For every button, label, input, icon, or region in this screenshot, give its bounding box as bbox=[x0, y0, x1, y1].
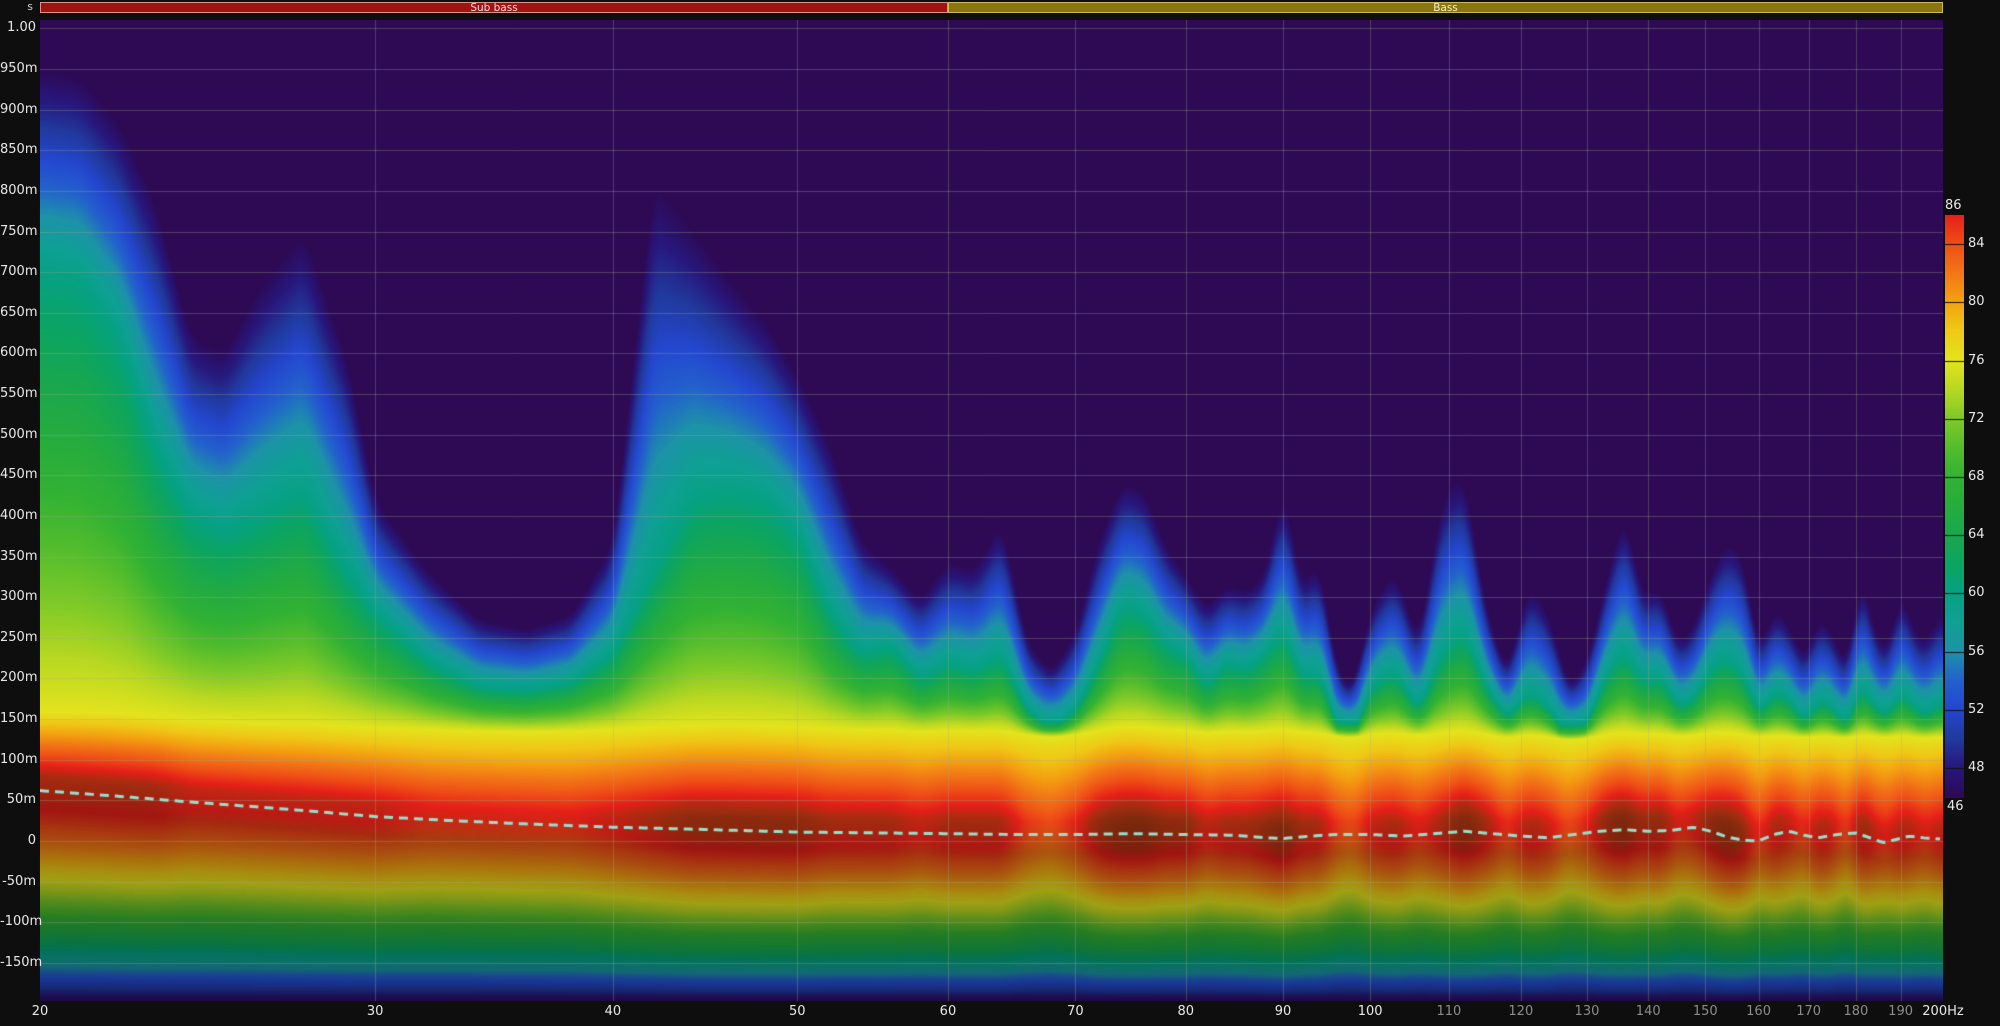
y-axis-tick-label: 200m bbox=[0, 670, 38, 686]
x-axis-tick-label: 180 bbox=[1843, 1004, 1869, 1019]
x-axis-tick-label: 110 bbox=[1436, 1004, 1462, 1019]
band-subbass-label: Sub bass bbox=[470, 1, 518, 14]
y-axis-tick-label: 100m bbox=[0, 751, 38, 767]
x-axis-tick-label: 120 bbox=[1508, 1004, 1534, 1019]
y-axis-tick-label: 800m bbox=[0, 182, 38, 198]
y-axis-tick-label: -150m bbox=[0, 954, 43, 970]
x-axis-tick-label: 100 bbox=[1357, 1004, 1383, 1019]
color-scale-tick-label: 48 bbox=[1968, 759, 1985, 775]
y-axis-tick-label: 950m bbox=[0, 61, 38, 77]
y-axis-tick-label: 50m bbox=[6, 792, 36, 808]
band-bass-label: Bass bbox=[1433, 1, 1458, 14]
x-axis-tick-label: 40 bbox=[604, 1004, 622, 1019]
y-axis-tick-label: 600m bbox=[0, 345, 38, 361]
x-axis-tick-label: 30 bbox=[366, 1004, 384, 1019]
x-axis-tick-label: 160 bbox=[1746, 1004, 1771, 1019]
y-axis-tick-label: 400m bbox=[0, 507, 38, 523]
color-scale-tick-label: 68 bbox=[1968, 468, 1985, 484]
x-axis-tick-label: 140 bbox=[1635, 1004, 1661, 1019]
color-scale-tick-label: 84 bbox=[1968, 236, 1985, 252]
y-axis-tick-label: 0 bbox=[27, 833, 36, 848]
color-scale-tick-label: 52 bbox=[1968, 701, 1985, 717]
x-axis-tick-label: 20 bbox=[31, 1004, 49, 1019]
y-axis-tick-label: -100m bbox=[0, 914, 43, 930]
color-scale-tick-label: 80 bbox=[1968, 294, 1985, 310]
color-scale-tick-label: 60 bbox=[1968, 585, 1985, 601]
y-axis-tick-label: 1.00 bbox=[7, 20, 36, 36]
y-axis-tick-label: 550m bbox=[0, 386, 38, 402]
color-scale-tick-label: 72 bbox=[1968, 410, 1985, 426]
y-axis-tick-label: 300m bbox=[0, 589, 38, 605]
x-axis-tick-label: 90 bbox=[1274, 1004, 1292, 1019]
x-axis-tick-label: 170 bbox=[1796, 1004, 1822, 1019]
y-axis-tick-label: 650m bbox=[0, 304, 38, 320]
x-axis-tick-label: 190 bbox=[1888, 1004, 1914, 1019]
x-axis-tick-label: 50 bbox=[788, 1004, 806, 1019]
y-axis-unit-label: s bbox=[27, 0, 33, 13]
color-scale-tick-label: 64 bbox=[1968, 527, 1985, 543]
color-scale-tick-label: 76 bbox=[1968, 352, 1985, 368]
y-axis-tick-label: -50m bbox=[2, 873, 36, 889]
y-axis-tick-label: 350m bbox=[0, 548, 38, 564]
spectrogram-plot[interactable] bbox=[40, 20, 1943, 1001]
color-scale-tick-label: 46 bbox=[1947, 799, 1964, 814]
y-axis-tick-label: 250m bbox=[0, 629, 38, 645]
x-axis-tick-label: 150 bbox=[1692, 1004, 1718, 1019]
color-scale-bar bbox=[1945, 215, 1964, 798]
x-axis-tick-label: 70 bbox=[1067, 1004, 1084, 1019]
color-scale-tick-label: 86 bbox=[1945, 198, 1962, 213]
frequency-band-subbass: Sub bass bbox=[40, 2, 948, 13]
x-axis-tick-label: 130 bbox=[1574, 1004, 1600, 1019]
x-axis-tick-label: 60 bbox=[939, 1004, 957, 1019]
y-axis-tick-label: 150m bbox=[0, 711, 38, 727]
y-axis-tick-label: 700m bbox=[0, 264, 38, 280]
y-axis-tick-label: 450m bbox=[0, 467, 38, 483]
y-axis-tick-label: 900m bbox=[0, 101, 38, 117]
y-axis-tick-label: 500m bbox=[0, 426, 38, 442]
y-axis-tick-label: 750m bbox=[0, 223, 38, 239]
x-axis-tick-label: 200Hz bbox=[1922, 1004, 1964, 1019]
frequency-band-bass: Bass bbox=[948, 2, 1943, 13]
x-axis-tick-label: 80 bbox=[1177, 1004, 1194, 1019]
y-axis-tick-label: 850m bbox=[0, 142, 38, 158]
color-scale-tick-label: 56 bbox=[1968, 643, 1985, 659]
